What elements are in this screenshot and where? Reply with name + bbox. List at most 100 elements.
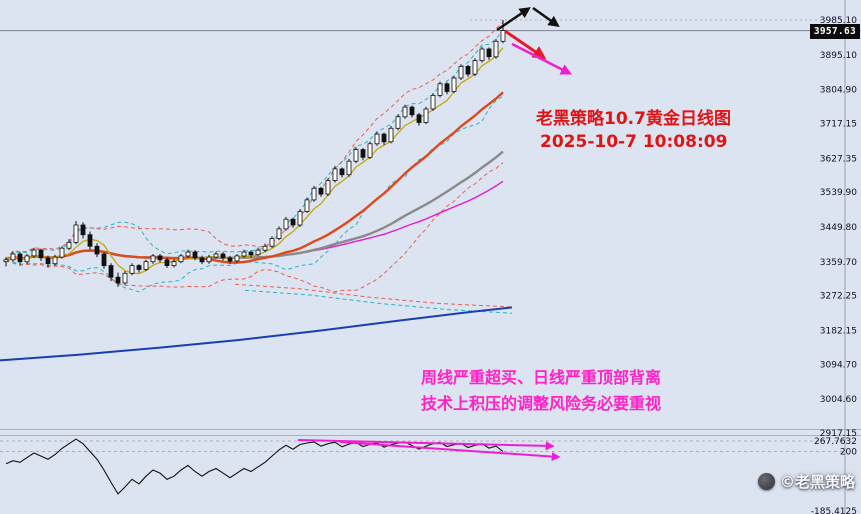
candle-body [122,272,128,284]
candle-body [45,257,51,265]
magenta-trend-arrow-2 [339,441,561,462]
candle-body [31,249,37,257]
candle-body [367,143,373,158]
candle-body [38,249,44,259]
oscillator-axis-label: 267.7632 [814,437,857,447]
candle-body [374,133,380,145]
ma20-line [5,91,504,264]
candle-body [73,224,79,243]
price-axis-label: 3804.90 [820,86,857,96]
candle-body [472,60,478,75]
candle-body [66,241,72,249]
watermark: ©老黑策略 [757,471,855,492]
candle-body [10,253,16,261]
band-20-lower [5,162,504,293]
candle-body [318,187,324,195]
candle-body [262,245,268,251]
oscillator-axis-label: -185.4125 [811,507,857,514]
candle-body [157,255,163,261]
magenta-trend-arrow-1 [297,439,555,451]
band-10-upper [5,29,504,261]
candle-body [241,251,247,257]
candle-body [332,168,338,181]
candle-body [423,108,429,123]
candle-body [234,255,240,262]
candle-body [493,40,499,58]
red-down-arrow [504,29,547,60]
candle-body [3,259,9,263]
candle-body [185,251,191,257]
candle-body [500,30,506,42]
candlesticks [3,20,506,287]
candle-body [136,265,142,270]
candle-body [381,133,387,143]
oscillator-axis-label: 200 [840,448,857,458]
candle-body [437,83,443,96]
price-axis-label: 3004.60 [820,395,857,405]
candle-body [101,253,107,267]
candle-body [115,276,121,284]
candle-body [17,253,23,263]
candle-body [339,168,345,176]
price-axis-label: 3272.25 [820,292,857,302]
candle-body [283,218,289,230]
candle-body [388,127,394,143]
price-axis-label: 3895.10 [820,51,857,61]
candle-body [178,255,184,263]
candle-body [346,160,352,176]
candle-body [444,83,450,92]
candle-body [220,253,226,259]
candle-body [206,256,212,263]
candle-body [325,180,331,195]
price-axis-label: 2917.15 [820,429,857,439]
price-axis-label: 3717.15 [820,120,857,130]
chart-timestamp-annotation: 2025-10-7 10:08:09 [540,132,728,152]
long-term-ma [0,306,513,362]
chart-title-annotation: 老黑策略10.7黄金日线图 [536,109,731,129]
candle-body [311,187,317,201]
price-axis-label: 3359.70 [820,258,857,268]
candle-body [255,249,261,256]
band-20-upper [5,21,504,261]
candle-body [213,253,219,258]
candle-body [164,259,170,266]
price-axis-label: 3985.10 [820,16,857,26]
candle-body [276,228,282,239]
watermark-text: ©老黑策略 [779,473,855,491]
candle-body [171,261,177,267]
candle-body [80,224,86,236]
price-axis-label: 3449.80 [820,223,857,233]
candle-body [108,265,114,278]
candle-body [465,66,471,75]
candle-body [402,106,408,118]
price-axis-label: 3182.15 [820,327,857,337]
candle-body [360,149,366,158]
candle-body [150,255,156,263]
price-axis-label: 3539.90 [820,188,857,198]
candle-body [297,211,303,226]
ma5-line [5,47,504,275]
candle-body [395,116,401,129]
oscillator-line [5,438,504,495]
candle-body [304,199,310,212]
candle-body [486,48,492,58]
candle-body [353,149,359,162]
black-up-arrow [496,7,531,32]
candle-body [87,234,93,247]
candle-body [143,261,149,270]
candle-body [192,251,198,259]
price-axis-label: 3627.35 [820,154,857,164]
long-lower-band-cyan [244,289,513,314]
band-10-lower [5,95,504,293]
watermark-logo-icon [757,473,775,490]
candle-body [269,238,275,247]
candle-body [94,245,100,255]
candle-body [479,48,485,62]
candle-body [430,95,436,110]
candle-body [458,66,464,79]
warning-annotation-line2: 技术上积压的调整风险务必要重视 [421,394,662,413]
candle-body [416,114,422,123]
magenta-down-arrow [511,42,573,75]
candle-body [52,256,58,265]
